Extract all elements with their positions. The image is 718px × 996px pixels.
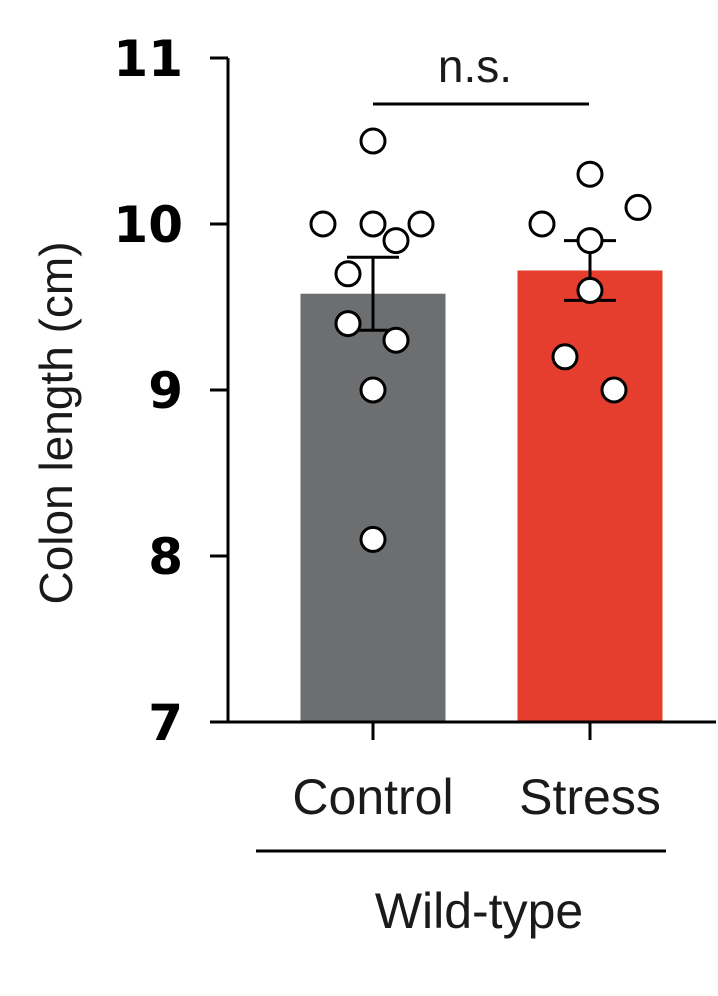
- group-label: Wild-type: [375, 883, 583, 939]
- data-point-stress-1: [576, 160, 604, 188]
- data-points-layer: [309, 127, 652, 553]
- x-tick-label-control: Control: [292, 769, 453, 825]
- data-point-control-8: [382, 326, 410, 354]
- data-point-control-6: [334, 260, 362, 288]
- y-tick-label-7: 7: [148, 694, 183, 752]
- data-point-control-9: [359, 376, 387, 404]
- data-point-control-2: [309, 210, 337, 238]
- data-point-control-4: [407, 210, 435, 238]
- data-point-stress-5: [576, 276, 604, 304]
- bars-layer: [300, 270, 663, 722]
- y-tick-label-11: 11: [113, 30, 183, 88]
- data-point-stress-4: [576, 227, 604, 255]
- data-point-control-5: [382, 227, 410, 255]
- data-point-stress-6: [551, 343, 579, 371]
- y-tick-label-9: 9: [148, 362, 183, 420]
- bar-control: [300, 293, 446, 722]
- x-ticks-layer: Control Stress: [292, 722, 661, 825]
- data-point-stress-7: [600, 376, 628, 404]
- data-point-control-10: [359, 525, 387, 553]
- significance-label: n.s.: [438, 40, 512, 92]
- bar-stress: [517, 270, 663, 722]
- y-tick-label-10: 10: [113, 196, 183, 254]
- x-tick-label-stress: Stress: [519, 769, 661, 825]
- y-tick-label-8: 8: [148, 528, 183, 586]
- data-point-stress-3: [528, 210, 556, 238]
- data-point-control-3: [359, 210, 387, 238]
- y-axis-title: Colon length (cm): [30, 241, 82, 604]
- data-point-control-7: [334, 310, 362, 338]
- data-point-stress-2: [624, 193, 652, 221]
- data-point-control-1: [359, 127, 387, 155]
- y-ticks-layer: 7 8 9 10 11: [113, 30, 228, 752]
